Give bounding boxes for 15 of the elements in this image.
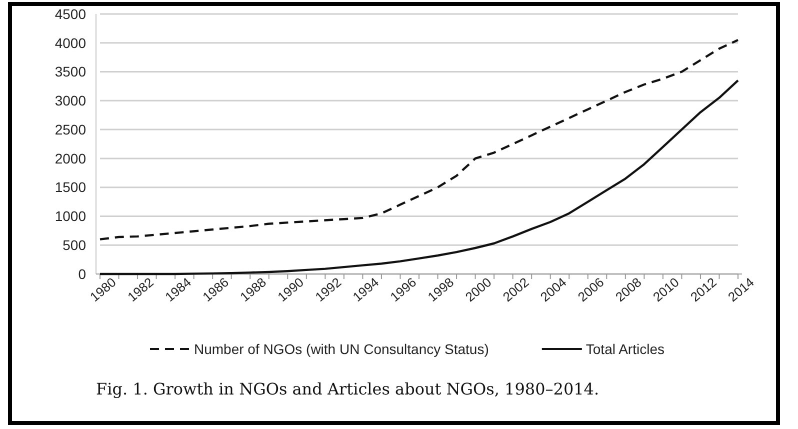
legend-label: Total Articles [586,340,664,357]
y-tick-label: 0 [78,266,86,282]
y-tick-label: 1000 [54,208,86,224]
y-tick-label: 500 [62,237,86,254]
y-tick-label: 2000 [54,150,86,166]
line-series [98,79,740,276]
legend-label: Number of NGOs (with UN Consultancy Status) [194,340,489,357]
caption: Fig. 1. Growth in NGOs and Articles about NGOs, 1980–2014. [96,380,600,399]
y-tick-label: 4000 [54,34,86,51]
y-tick-label: 1500 [54,179,86,196]
y-tick-label: 3500 [54,64,86,80]
y-tick-label: 3000 [54,92,86,109]
line-series [98,38,740,240]
y-tick-label: 4500 [54,6,86,22]
y-tick-label: 2500 [54,121,86,138]
